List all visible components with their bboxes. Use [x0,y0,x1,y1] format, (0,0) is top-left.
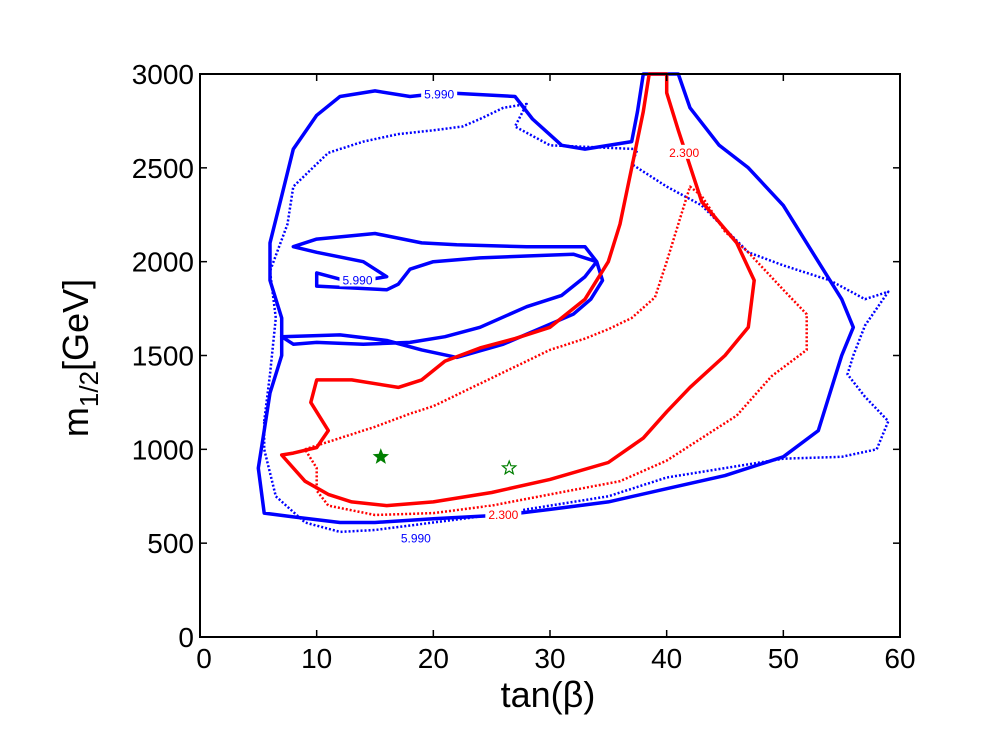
contour-blue-inner [279,231,605,360]
y-axis-label: m1/2[GeV] [55,279,104,437]
contour-label: 5.990 [342,273,372,287]
plot-frame [199,73,901,638]
contour-red-dotted [303,185,808,517]
y-tick-label: 3000 [132,59,194,90]
y-axis-label-subscript: 1/2 [74,371,104,407]
contour-blue-dotted [262,102,890,534]
contour-label-bg [397,530,434,545]
contour-label: 5.990 [424,88,454,102]
x-tick-label: 20 [418,643,449,674]
contour-label-bg [421,86,458,101]
open-star-marker [500,459,518,476]
x-axis-label: tan(β) [501,674,596,715]
x-tick-label: 50 [768,643,799,674]
y-tick-label: 2500 [132,153,194,184]
x-tick-label: 10 [301,643,332,674]
contour-label: 2.300 [669,146,699,160]
axis-ticks: 0 10 20 30 40 50 60 0 500 1000 1500 2000 2500 3000 [132,59,916,674]
x-tick-label: 0 [196,643,212,674]
y-tick-label: 500 [147,528,194,559]
x-tick-label: 30 [534,643,565,674]
contour-label: 5.990 [401,531,431,545]
y-axis-label-unit: [GeV] [55,279,96,371]
contour-label-bg [485,507,522,522]
y-tick-label: 1500 [132,341,194,372]
y-axis-label-main: m [55,407,96,437]
contour-label-bg [339,272,376,287]
best-fit-star-marker [372,448,390,464]
y-tick-label: 2000 [132,247,194,278]
y-tick-label: 0 [178,622,194,653]
x-tick-label: 40 [651,643,682,674]
x-tick-label: 60 [884,643,915,674]
plot-area: 5.990 5.990 5.990 2.300 2.300 [256,72,890,545]
contour-label-bg [666,144,703,159]
y-tick-label: 1000 [132,434,194,465]
contour-label: 2.300 [488,508,518,522]
contour-red-solid [279,72,756,508]
